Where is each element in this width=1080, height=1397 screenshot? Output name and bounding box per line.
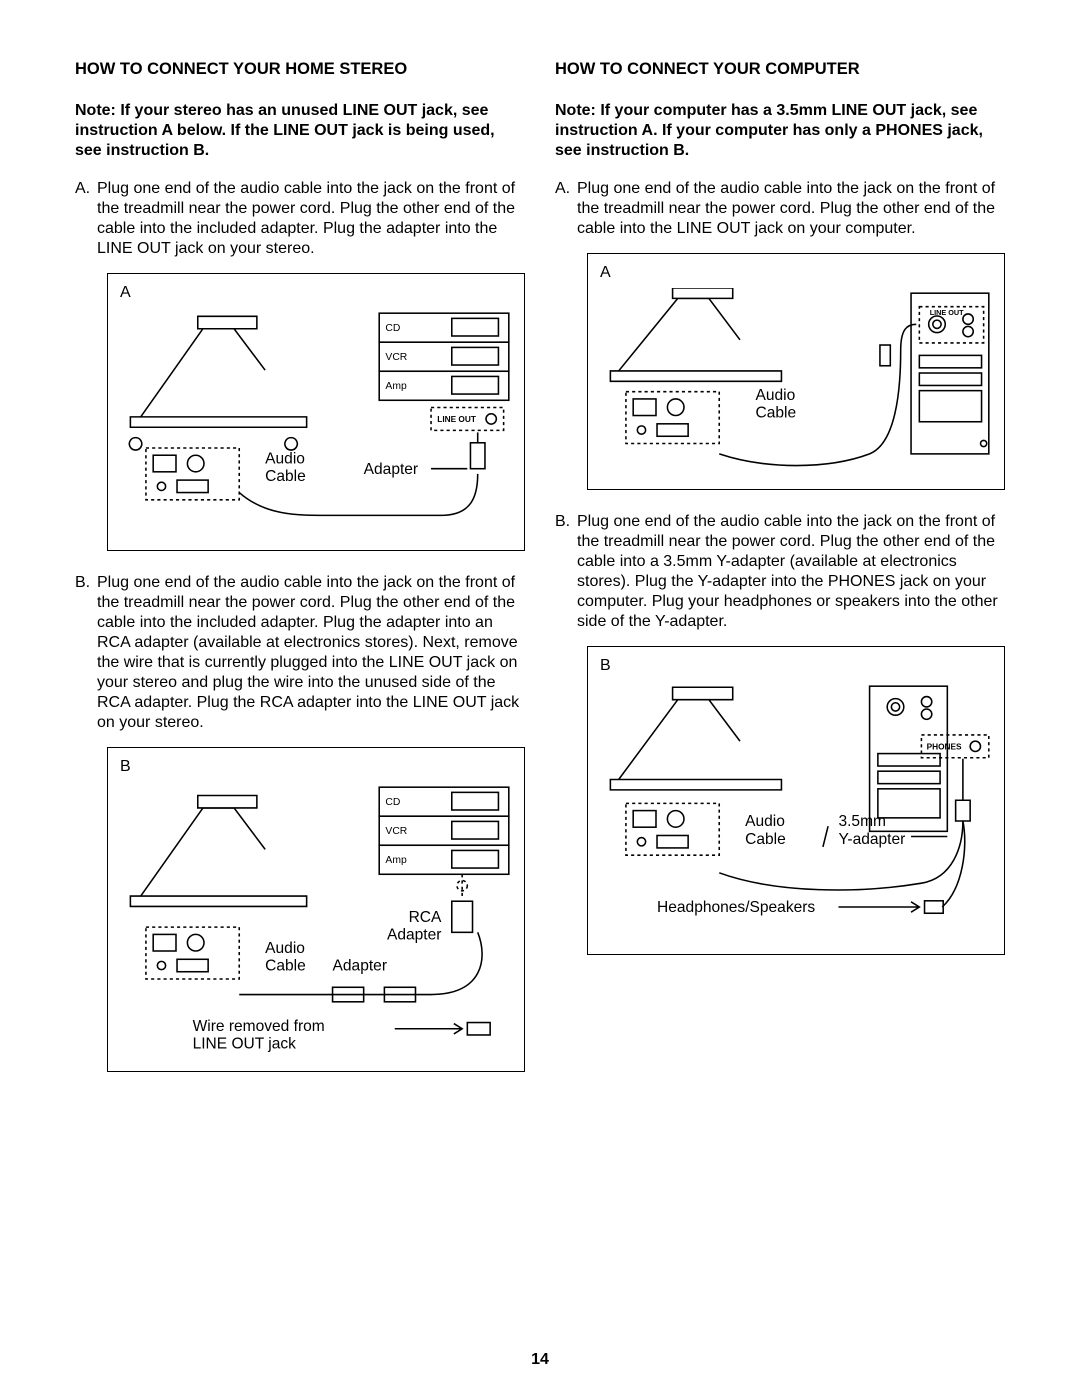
left-instruction-b: B. Plug one end of the audio cable into …: [75, 573, 525, 733]
cd-label: CD: [385, 797, 400, 808]
phones-label: PHONES: [927, 741, 962, 751]
left-diagram-a-svg: CD VCR Amp LINE OUT AudioCable Adapter: [120, 308, 514, 536]
amp-label: Amp: [385, 855, 407, 866]
diagram-label: A: [600, 264, 994, 282]
instr-body: Plug one end of the audio cable into the…: [97, 573, 525, 733]
right-instruction-a: A. Plug one end of the audio cable into …: [555, 179, 1005, 239]
instr-letter: B.: [555, 512, 577, 632]
audio-cable-label: AudioCable: [756, 387, 797, 422]
instr-body: Plug one end of the audio cable into the…: [577, 512, 1005, 632]
right-column: HOW TO CONNECT YOUR COMPUTER Note: If yo…: [555, 60, 1005, 1094]
right-diagram-b: B: [587, 646, 1005, 955]
right-diagram-a: A: [587, 253, 1005, 490]
vcr-label: VCR: [385, 352, 407, 363]
left-instruction-a: A. Plug one end of the audio cable into …: [75, 179, 525, 259]
left-diagram-b: B: [107, 747, 525, 1072]
instr-letter: B.: [75, 573, 97, 733]
right-note: Note: If your computer has a 3.5mm LINE …: [555, 101, 1005, 161]
right-heading: HOW TO CONNECT YOUR COMPUTER: [555, 60, 1005, 79]
instr-body: Plug one end of the audio cable into the…: [97, 179, 525, 259]
audio-cable-label: AudioCable: [745, 813, 786, 848]
instr-body: Plug one end of the audio cable into the…: [577, 179, 1005, 239]
cd-label: CD: [385, 323, 400, 334]
diagram-label: B: [120, 758, 514, 776]
rca-label: RCAAdapter: [387, 909, 442, 944]
adapter-label: Adapter: [364, 461, 418, 478]
left-column: HOW TO CONNECT YOUR HOME STEREO Note: If…: [75, 60, 525, 1094]
audio-cable-label: AudioCable: [265, 451, 306, 486]
right-diagram-b-svg: PHONES AudioCable 3.5mmY-adapter Headpho…: [600, 681, 994, 940]
audio-cable-label: AudioCable: [265, 940, 306, 975]
wire-removed-label: Wire removed fromLINE OUT jack: [193, 1018, 325, 1053]
vcr-label: VCR: [385, 826, 407, 837]
lineout-label: LINE OUT: [437, 414, 476, 424]
headphones-label: Headphones/Speakers: [657, 899, 815, 916]
adapter-label: Adapter: [333, 958, 387, 975]
instr-letter: A.: [75, 179, 97, 259]
diagram-label: B: [600, 657, 994, 675]
left-diagram-a: A: [107, 273, 525, 551]
right-instruction-b: B. Plug one end of the audio cable into …: [555, 512, 1005, 632]
left-heading: HOW TO CONNECT YOUR HOME STEREO: [75, 60, 525, 79]
diagram-label: A: [120, 284, 514, 302]
lineout-label: LINE OUT: [930, 308, 964, 317]
left-diagram-b-svg: CD VCR Amp RCAAdapter AudioCable Adapter…: [120, 782, 514, 1057]
amp-label: Amp: [385, 381, 407, 392]
left-note: Note: If your stereo has an unused LINE …: [75, 101, 525, 161]
instr-letter: A.: [555, 179, 577, 239]
page-number: 14: [0, 1351, 1080, 1369]
right-diagram-a-svg: LINE OUT AudioCable: [600, 288, 994, 475]
